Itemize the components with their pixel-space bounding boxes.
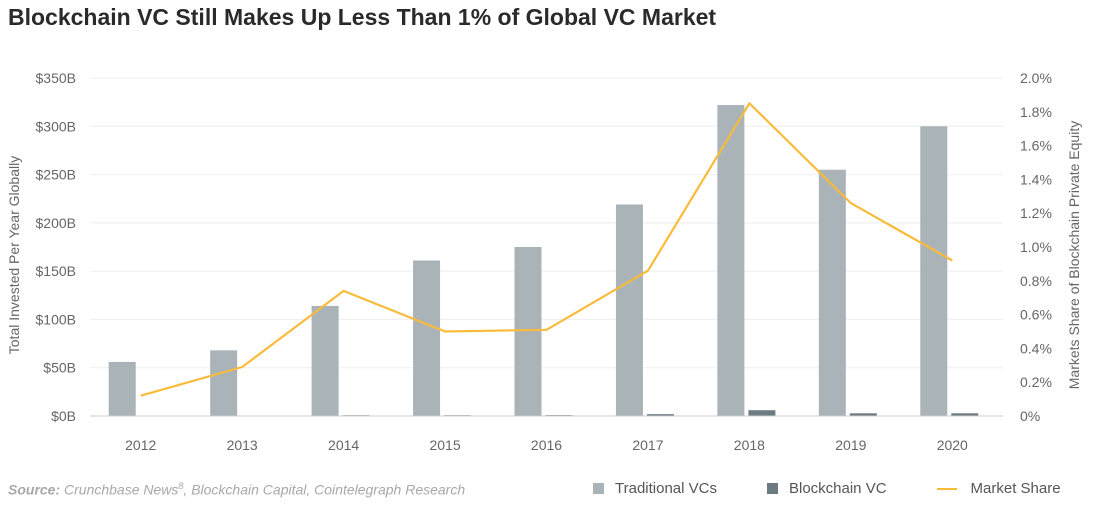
y2-tick-label: 1.2% <box>1020 205 1052 221</box>
x-tick-label: 2015 <box>429 437 460 453</box>
y-tick-label: $0B <box>51 408 76 424</box>
bar-traditional-2018 <box>717 105 745 416</box>
y2-tick-label: 1.0% <box>1020 239 1052 255</box>
legend-label-market-share: Market Share <box>970 480 1061 497</box>
bar-blockchain-2018 <box>748 410 776 416</box>
legend-swatch-blockchain <box>766 483 778 494</box>
y2-tick-label: 2.0% <box>1020 70 1052 86</box>
bar-blockchain-2017 <box>646 414 674 416</box>
x-tick-label: 2019 <box>835 437 866 453</box>
legend-item-traditional: Traditional VCs <box>593 480 717 497</box>
x-tick-label: 2020 <box>937 437 968 453</box>
bar-traditional-2015 <box>413 260 441 416</box>
y2-tick-label: 1.8% <box>1020 104 1052 120</box>
legend-item-market-share: Market Share <box>936 480 1061 497</box>
source-note: Source: Crunchbase News8, Blockchain Cap… <box>8 481 465 498</box>
source-footnote-marker: 8 <box>178 481 184 491</box>
y-tick-label: $150B <box>36 263 76 279</box>
legend-swatch-market-share <box>936 487 957 490</box>
legend-label-blockchain: Blockchain VC <box>788 480 887 497</box>
y-tick-label: $300B <box>36 118 76 134</box>
legend-swatch-traditional <box>593 483 604 494</box>
source-text-rest: , Blockchain Capital, Cointelegraph Rese… <box>183 481 466 498</box>
bar-traditional-2017 <box>615 204 643 416</box>
y2-tick-label: 0.4% <box>1020 340 1052 356</box>
y2-axis-title: Markets Share of Blockchain Private Equi… <box>1066 121 1082 389</box>
y-tick-label: $200B <box>36 215 76 231</box>
bar-traditional-2019 <box>818 169 846 416</box>
y2-tick-label: 0.6% <box>1020 307 1052 323</box>
bar-traditional-2012 <box>108 361 136 416</box>
legend-label-traditional: Traditional VCs <box>615 480 717 497</box>
legend-item-blockchain: Blockchain VC <box>766 480 887 497</box>
bar-blockchain-2020 <box>951 413 979 416</box>
y2-tick-label: 1.4% <box>1020 171 1052 187</box>
x-tick-label: 2014 <box>328 437 359 453</box>
x-tick-label: 2017 <box>632 437 663 453</box>
y2-tick-label: 0.8% <box>1020 273 1052 289</box>
y-tick-label: $50B <box>43 360 76 376</box>
chart-title: Blockchain VC Still Makes Up Less Than 1… <box>8 4 717 30</box>
bar-blockchain-2019 <box>849 413 877 416</box>
x-tick-label: 2016 <box>531 437 562 453</box>
x-tick-label: 2018 <box>734 437 765 453</box>
y-tick-label: $100B <box>36 311 76 327</box>
market-share-line <box>140 102 953 397</box>
bar-traditional-2016 <box>514 247 542 416</box>
bar-traditional-2013 <box>210 350 238 416</box>
x-tick-label: 2013 <box>227 437 258 453</box>
y2-tick-label: 0.2% <box>1020 374 1052 390</box>
y-tick-label: $350B <box>36 70 76 86</box>
source-label: Source: <box>8 481 61 498</box>
x-tick-label: 2012 <box>125 437 156 453</box>
y-axis-title: Total Invested Per Year Globally <box>6 156 22 354</box>
y-tick-label: $250B <box>36 167 76 183</box>
y2-tick-label: 1.6% <box>1020 138 1052 154</box>
source-text: Crunchbase News <box>60 481 179 498</box>
legend: Traditional VCs Blockchain VC Market Sha… <box>593 480 1061 497</box>
bar-traditional-2020 <box>920 126 948 417</box>
bar-traditional-2014 <box>311 305 339 416</box>
y2-tick-label: 0% <box>1020 408 1040 424</box>
